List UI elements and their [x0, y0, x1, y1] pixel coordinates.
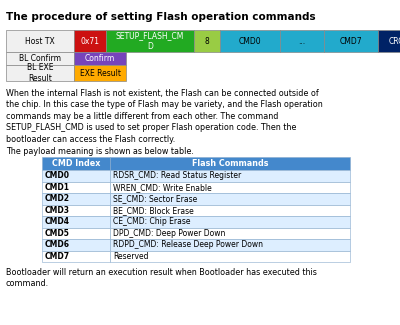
- Text: CRC: CRC: [388, 36, 400, 46]
- Bar: [42, 157, 110, 170]
- Bar: [110, 193, 350, 204]
- Text: CMD5: CMD5: [45, 229, 70, 238]
- Text: BL Confirm: BL Confirm: [19, 54, 61, 63]
- Text: ...: ...: [298, 36, 306, 46]
- Text: RDSR_CMD: Read Status Register: RDSR_CMD: Read Status Register: [113, 171, 241, 180]
- Text: CMD Index: CMD Index: [52, 159, 100, 168]
- Bar: [42, 181, 110, 193]
- Bar: [6, 65, 74, 81]
- Bar: [6, 52, 74, 65]
- Bar: [42, 216, 110, 227]
- Text: CMD4: CMD4: [45, 217, 70, 226]
- Text: SETUP_FLASH_CM
D: SETUP_FLASH_CM D: [116, 31, 184, 51]
- Text: The payload meaning is shown as below table.: The payload meaning is shown as below ta…: [6, 147, 194, 156]
- Text: CMD3: CMD3: [45, 206, 70, 215]
- Text: CMD1: CMD1: [45, 183, 70, 192]
- Text: CMD0: CMD0: [45, 171, 70, 180]
- Text: Flash Commands: Flash Commands: [192, 159, 268, 168]
- Text: CMD7: CMD7: [45, 252, 70, 261]
- Bar: [220, 30, 280, 52]
- Text: BE_CMD: Block Erase: BE_CMD: Block Erase: [113, 206, 194, 215]
- Bar: [110, 204, 350, 216]
- Text: Host TX: Host TX: [25, 36, 55, 46]
- Text: CE_CMD: Chip Erase: CE_CMD: Chip Erase: [113, 217, 190, 226]
- Bar: [74, 65, 126, 81]
- Text: Bootloader will return an execution result when Bootloader has executed this
com: Bootloader will return an execution resu…: [6, 268, 317, 289]
- Bar: [110, 170, 350, 181]
- Bar: [74, 30, 106, 52]
- Text: RDPD_CMD: Release Deep Power Down: RDPD_CMD: Release Deep Power Down: [113, 240, 263, 249]
- Text: 0x71: 0x71: [80, 36, 100, 46]
- Bar: [42, 251, 110, 262]
- Text: Confirm: Confirm: [85, 54, 115, 63]
- Bar: [74, 52, 126, 65]
- Bar: [42, 193, 110, 204]
- Bar: [280, 30, 324, 52]
- Bar: [6, 30, 74, 52]
- Text: BL EXE
Result: BL EXE Result: [27, 63, 53, 83]
- Bar: [194, 30, 220, 52]
- Bar: [110, 239, 350, 251]
- Text: CMD6: CMD6: [45, 240, 70, 249]
- Text: Reserved: Reserved: [113, 252, 148, 261]
- Bar: [110, 216, 350, 227]
- Bar: [110, 227, 350, 239]
- Text: CMD7: CMD7: [340, 36, 362, 46]
- Text: EXE Result: EXE Result: [80, 69, 120, 77]
- Text: CMD0: CMD0: [239, 36, 261, 46]
- Bar: [324, 30, 378, 52]
- Text: CMD2: CMD2: [45, 194, 70, 203]
- Bar: [110, 251, 350, 262]
- Bar: [110, 157, 350, 170]
- Bar: [378, 30, 400, 52]
- Bar: [106, 30, 194, 52]
- Bar: [42, 204, 110, 216]
- Text: DPD_CMD: Deep Power Down: DPD_CMD: Deep Power Down: [113, 229, 225, 238]
- Bar: [42, 170, 110, 181]
- Text: SE_CMD: Sector Erase: SE_CMD: Sector Erase: [113, 194, 197, 203]
- Text: The procedure of setting Flash operation commands: The procedure of setting Flash operation…: [6, 12, 316, 22]
- Bar: [42, 239, 110, 251]
- Bar: [110, 181, 350, 193]
- Text: 8: 8: [205, 36, 209, 46]
- Bar: [42, 227, 110, 239]
- Text: When the internal Flash is not existent, the Flash can be connected outside of
t: When the internal Flash is not existent,…: [6, 89, 323, 144]
- Text: WREN_CMD: Write Enable: WREN_CMD: Write Enable: [113, 183, 212, 192]
